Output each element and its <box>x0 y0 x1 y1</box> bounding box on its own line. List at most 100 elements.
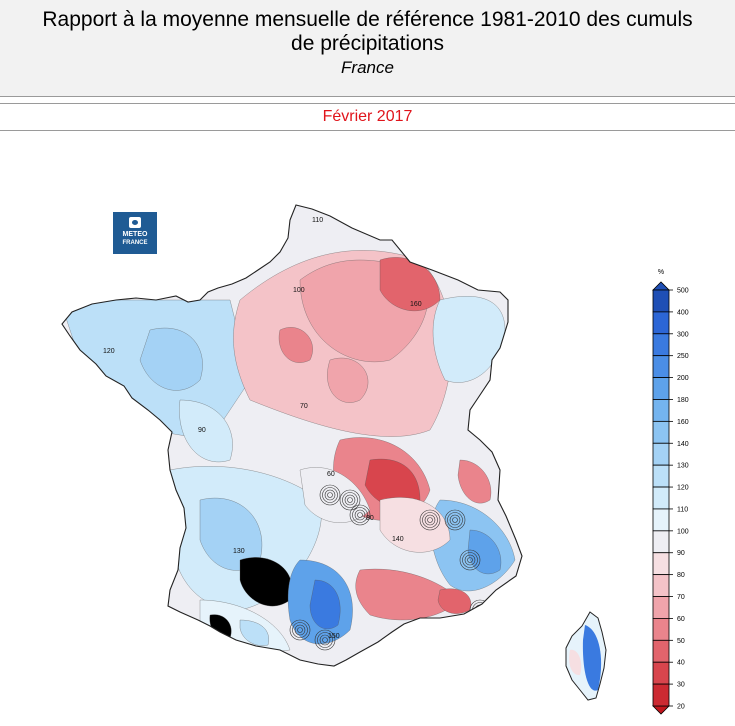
contour-ring <box>459 549 481 571</box>
map-subtitle: France <box>341 58 394 77</box>
contour-region <box>355 568 461 621</box>
logo-line-1: METEO <box>122 231 148 238</box>
legend-top-triangle <box>652 281 670 291</box>
contour-label: 120 <box>103 348 115 355</box>
contour-labels: 110 100 90 80 70 60 120 130 140 150 160 <box>103 217 422 640</box>
legend-tick-label: 30 <box>677 682 685 689</box>
legend-tick-label: 130 <box>677 463 689 470</box>
period-bar: Février 2017 <box>0 103 735 131</box>
contour-label: 150 <box>328 633 340 640</box>
legend-cell <box>652 420 670 444</box>
contour-label: 100 <box>293 287 305 294</box>
contour-ring <box>449 514 461 526</box>
contour-label: 90 <box>198 427 206 434</box>
contour-ring <box>317 632 333 648</box>
legend-tick-label: 250 <box>677 353 689 360</box>
contour-ring <box>422 512 438 528</box>
contour-ring <box>349 504 371 526</box>
contour-label: 70 <box>300 403 308 410</box>
legend-cell <box>652 442 670 466</box>
legend-cell <box>652 618 670 641</box>
title-line-2: de précipitations <box>291 32 444 55</box>
legend-cell <box>652 355 670 378</box>
corsica-map <box>565 611 607 701</box>
legend-unit: % <box>658 269 664 276</box>
contour-ring <box>452 517 458 523</box>
logo-mark-icon <box>129 217 141 228</box>
contour-ring <box>327 492 333 498</box>
legend-cell <box>652 289 670 313</box>
contour-ring <box>354 509 366 521</box>
contour-region <box>309 579 341 630</box>
legend-cell <box>652 377 670 400</box>
legend-cell <box>652 333 670 357</box>
contour-ring <box>462 552 478 568</box>
legend-cell <box>652 574 670 597</box>
contour-ring <box>344 494 356 506</box>
contour-ring <box>424 514 436 526</box>
corsica-region <box>582 625 602 691</box>
contour-ring <box>347 497 353 503</box>
meteo-france-logo: METEO FRANCE <box>113 212 157 254</box>
contour-ring <box>464 554 476 566</box>
contour-region <box>239 619 270 646</box>
legend-tick-label: 60 <box>677 616 685 623</box>
contour-label: 140 <box>392 536 404 543</box>
header: Rapport à la moyenne mensuelle de référe… <box>0 0 735 97</box>
contour-region <box>467 529 502 575</box>
legend-tick-label: 120 <box>677 485 689 492</box>
mainland-france-map <box>61 204 523 667</box>
legend-cell <box>652 508 670 532</box>
contour-ring <box>447 512 463 528</box>
contour-ring <box>319 634 331 646</box>
contour-ring <box>322 487 338 503</box>
contour-region <box>364 458 421 508</box>
legend-cell <box>652 683 670 707</box>
legend-cell <box>652 530 670 554</box>
contour-ring <box>322 637 328 643</box>
title-line-1: Rapport à la moyenne mensuelle de référe… <box>42 8 693 31</box>
contour-label: 110 <box>312 217 323 224</box>
contour-ring <box>357 512 363 518</box>
legend-tick-label: 70 <box>677 594 685 601</box>
contour-ring <box>419 509 441 531</box>
mainland-outline <box>61 204 523 667</box>
legend-cell <box>652 311 670 335</box>
corsica-region <box>569 649 582 676</box>
color-legend: % 500 400 300 250 200 180 160 140 130 120 110 100 90… <box>652 269 689 715</box>
period-label: Février 2017 <box>322 108 413 125</box>
corsica-outline <box>565 611 607 701</box>
legend-tick-label: 110 <box>677 506 688 513</box>
legend-tick-label: 40 <box>677 660 685 667</box>
contour-region <box>278 327 313 363</box>
contour-label: 60 <box>327 471 335 478</box>
logo-line-2: FRANCE <box>122 240 148 246</box>
legend-cell <box>652 661 670 685</box>
contour-region <box>327 357 369 403</box>
contour-ring <box>339 489 361 511</box>
contour-label: 160 <box>410 301 422 308</box>
legend-tick-label: 90 <box>677 550 685 557</box>
contour-region <box>139 327 203 391</box>
contour-region <box>179 399 233 463</box>
legend-tick-label: 160 <box>677 419 689 426</box>
contour-ring <box>324 489 336 501</box>
legend-cell <box>652 399 670 422</box>
legend-tick-label: 400 <box>677 309 689 316</box>
contour-ring <box>294 624 306 636</box>
contour-ring <box>467 557 473 563</box>
legend-bottom-triangle <box>652 705 670 715</box>
contour-label: 80 <box>366 515 374 522</box>
contour-ring <box>342 492 358 508</box>
legend-cell <box>652 552 670 576</box>
contour-ring <box>427 517 433 523</box>
contour-label: 130 <box>233 548 245 555</box>
legend-tick-label: 140 <box>677 441 689 448</box>
legend-tick-label: 100 <box>677 528 689 535</box>
legend-tick-label: 200 <box>677 375 689 382</box>
legend-cell <box>652 464 670 488</box>
contour-ring <box>352 507 368 523</box>
legend-tick-label: 80 <box>677 572 685 579</box>
contour-ring <box>477 607 483 613</box>
